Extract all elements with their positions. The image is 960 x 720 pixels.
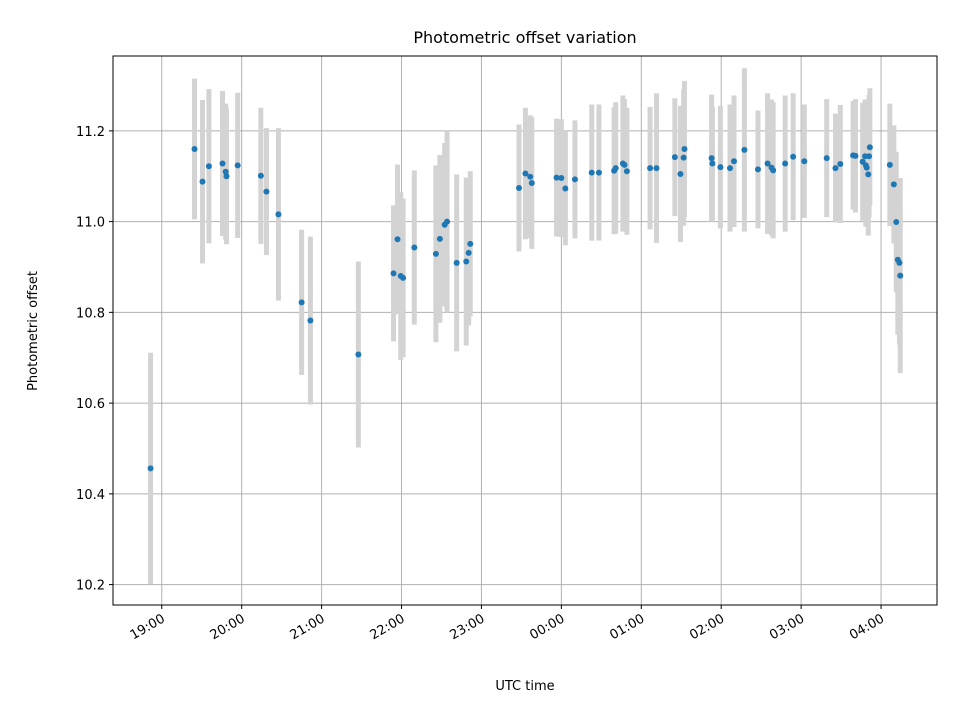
x-axis-label: UTC time xyxy=(495,679,554,694)
data-point xyxy=(782,160,789,167)
y-tick-label: 11.2 xyxy=(76,125,105,140)
data-point xyxy=(400,274,407,281)
data-point xyxy=(897,272,904,279)
data-point xyxy=(623,168,630,175)
y-tick-label: 10.8 xyxy=(76,306,105,321)
data-point xyxy=(444,218,451,225)
data-point xyxy=(453,259,460,266)
data-point xyxy=(727,165,734,172)
data-point xyxy=(234,162,241,169)
data-point xyxy=(801,158,808,165)
data-points xyxy=(147,144,904,472)
y-tick-label: 10.6 xyxy=(76,397,105,412)
data-point xyxy=(394,236,401,243)
data-point xyxy=(890,181,897,188)
data-point xyxy=(275,211,282,218)
data-point xyxy=(463,258,470,265)
y-tick-label: 10.4 xyxy=(76,488,105,503)
chart-title: Photometric offset variation xyxy=(413,28,636,47)
plot-frame xyxy=(112,55,938,606)
data-point xyxy=(896,259,903,266)
data-point xyxy=(677,170,684,177)
data-point xyxy=(709,160,716,167)
data-point xyxy=(298,299,305,306)
data-point xyxy=(621,161,628,168)
data-point xyxy=(307,317,314,324)
data-point xyxy=(653,165,660,172)
data-point xyxy=(528,180,535,187)
data-point xyxy=(852,152,859,159)
data-point xyxy=(411,244,418,251)
data-point xyxy=(222,168,229,175)
data-point xyxy=(516,185,523,192)
data-point xyxy=(764,160,771,167)
data-point xyxy=(708,155,715,162)
data-point xyxy=(432,250,439,257)
data-point xyxy=(866,144,873,151)
data-point xyxy=(390,270,397,277)
data-point xyxy=(866,153,873,160)
data-point xyxy=(522,170,529,177)
data-point xyxy=(527,173,534,180)
data-point xyxy=(263,188,270,195)
data-point xyxy=(680,154,687,161)
data-point xyxy=(562,185,569,192)
data-point xyxy=(257,172,264,179)
data-point xyxy=(436,235,443,242)
data-point xyxy=(863,164,870,171)
data-point xyxy=(219,160,226,167)
data-point xyxy=(730,158,737,165)
data-point xyxy=(832,165,839,172)
data-point xyxy=(790,153,797,160)
data-point xyxy=(893,219,900,226)
data-point xyxy=(199,178,206,185)
data-point xyxy=(823,155,830,162)
data-point xyxy=(770,167,777,174)
data-point xyxy=(467,240,474,247)
data-point xyxy=(223,173,230,180)
data-point xyxy=(837,160,844,167)
data-point xyxy=(355,351,362,358)
data-point xyxy=(465,249,472,256)
data-point xyxy=(754,166,761,173)
data-point xyxy=(741,146,748,153)
data-point xyxy=(612,165,619,172)
y-axis-label: Photometric offset xyxy=(26,271,41,391)
data-point xyxy=(558,175,565,182)
y-tick-label: 10.2 xyxy=(76,579,105,594)
data-point xyxy=(865,171,872,178)
data-point xyxy=(717,164,724,171)
data-point xyxy=(571,176,578,183)
data-point xyxy=(886,161,893,168)
y-axis: 10.2 10.4 10.6 10.8 11.0 11.2 xyxy=(76,125,113,594)
data-point xyxy=(147,465,154,472)
data-point xyxy=(553,174,560,181)
data-point xyxy=(595,169,602,176)
y-tick-label: 11.0 xyxy=(76,216,105,231)
data-point xyxy=(647,165,654,172)
data-point xyxy=(588,169,595,176)
data-point xyxy=(681,146,688,153)
data-point xyxy=(671,154,678,161)
data-point xyxy=(191,146,198,153)
data-point xyxy=(205,163,212,170)
